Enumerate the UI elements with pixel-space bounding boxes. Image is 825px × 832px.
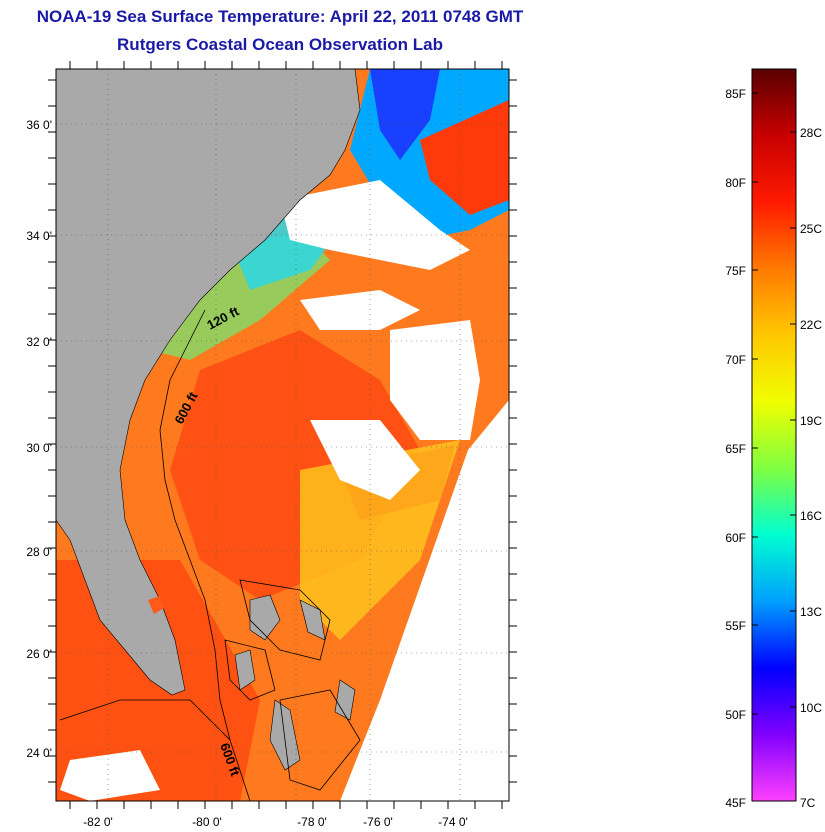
sst-gulfstream-red: [420, 100, 509, 215]
colorbar-f-label: 55F: [725, 619, 746, 633]
map-title: NOAA-19 Sea Surface Temperature: April 2…: [36, 7, 524, 26]
colorbar-c-label: 13C: [800, 605, 822, 619]
graticule: [56, 69, 509, 801]
lat-label: 30 0': [26, 441, 52, 455]
colorbar-f-label: 50F: [725, 708, 746, 722]
colorbar-c-label: 10C: [800, 701, 822, 715]
lon-label: -76 0': [363, 815, 393, 829]
land-mainland: [56, 69, 361, 696]
colorbar-f-labels: 85F 80F 75F 70F 65F 60F 55F 50F 45F: [725, 87, 746, 810]
colorbar-c-labels: 28C 25C 22C 19C 16C 13C 10C 7C: [800, 126, 822, 810]
cloud-mid: [310, 420, 420, 500]
colorbar-ticks: [752, 92, 796, 715]
lat-label: 36 0': [26, 118, 52, 132]
bathymetry-contours: [59, 309, 361, 801]
lat-label: 34 0': [26, 229, 52, 243]
colorbar-c-label: 16C: [800, 509, 822, 523]
lon-label: -80 0': [192, 815, 222, 829]
colorbar-f-label: 60F: [725, 531, 746, 545]
colorbar-f-label: 45F: [725, 796, 746, 810]
map-ticks: [48, 61, 517, 809]
map-body: [56, 69, 509, 801]
colorbar-f-label: 75F: [725, 264, 746, 278]
cloud-north: [280, 180, 470, 270]
colorbar-f-label: 65F: [725, 442, 746, 456]
colorbar-f-label: 80F: [725, 176, 746, 190]
lat-label: 28 0': [26, 545, 52, 559]
lon-label: -82 0': [83, 815, 113, 829]
lon-label: -78 0': [297, 815, 327, 829]
lat-label: 32 0': [26, 335, 52, 349]
land-lake: [148, 596, 164, 614]
cloud-south: [60, 750, 160, 801]
sst-north-blue: [370, 69, 440, 160]
colorbar-c-label: 19C: [800, 414, 822, 428]
map-frame: [55, 68, 510, 802]
colorbar-c-label: 28C: [800, 126, 822, 140]
colorbar-c-label: 7C: [800, 796, 816, 810]
cloud-east: [390, 320, 480, 440]
lon-label: -74 0': [438, 815, 468, 829]
colorbar-c-label: 25C: [800, 222, 822, 236]
map-subtitle: Rutgers Coastal Ocean Observation Lab: [117, 35, 443, 54]
lon-labels: -82 0' -80 0' -78 0' -76 0' -74 0': [83, 815, 468, 829]
bahamas-islands: [234, 594, 356, 771]
colorbar-scale: [751, 68, 797, 802]
lat-label: 24 0': [26, 746, 52, 760]
colorbar-f-label: 70F: [725, 353, 746, 367]
lat-labels: 36 0' 34 0' 32 0' 30 0' 28 0' 26 0' 24 0…: [26, 118, 52, 760]
colorbar-c-label: 22C: [800, 318, 822, 332]
lat-label: 26 0': [26, 647, 52, 661]
cloud-ne-strip: [300, 290, 420, 330]
colorbar-f-label: 85F: [725, 87, 746, 101]
